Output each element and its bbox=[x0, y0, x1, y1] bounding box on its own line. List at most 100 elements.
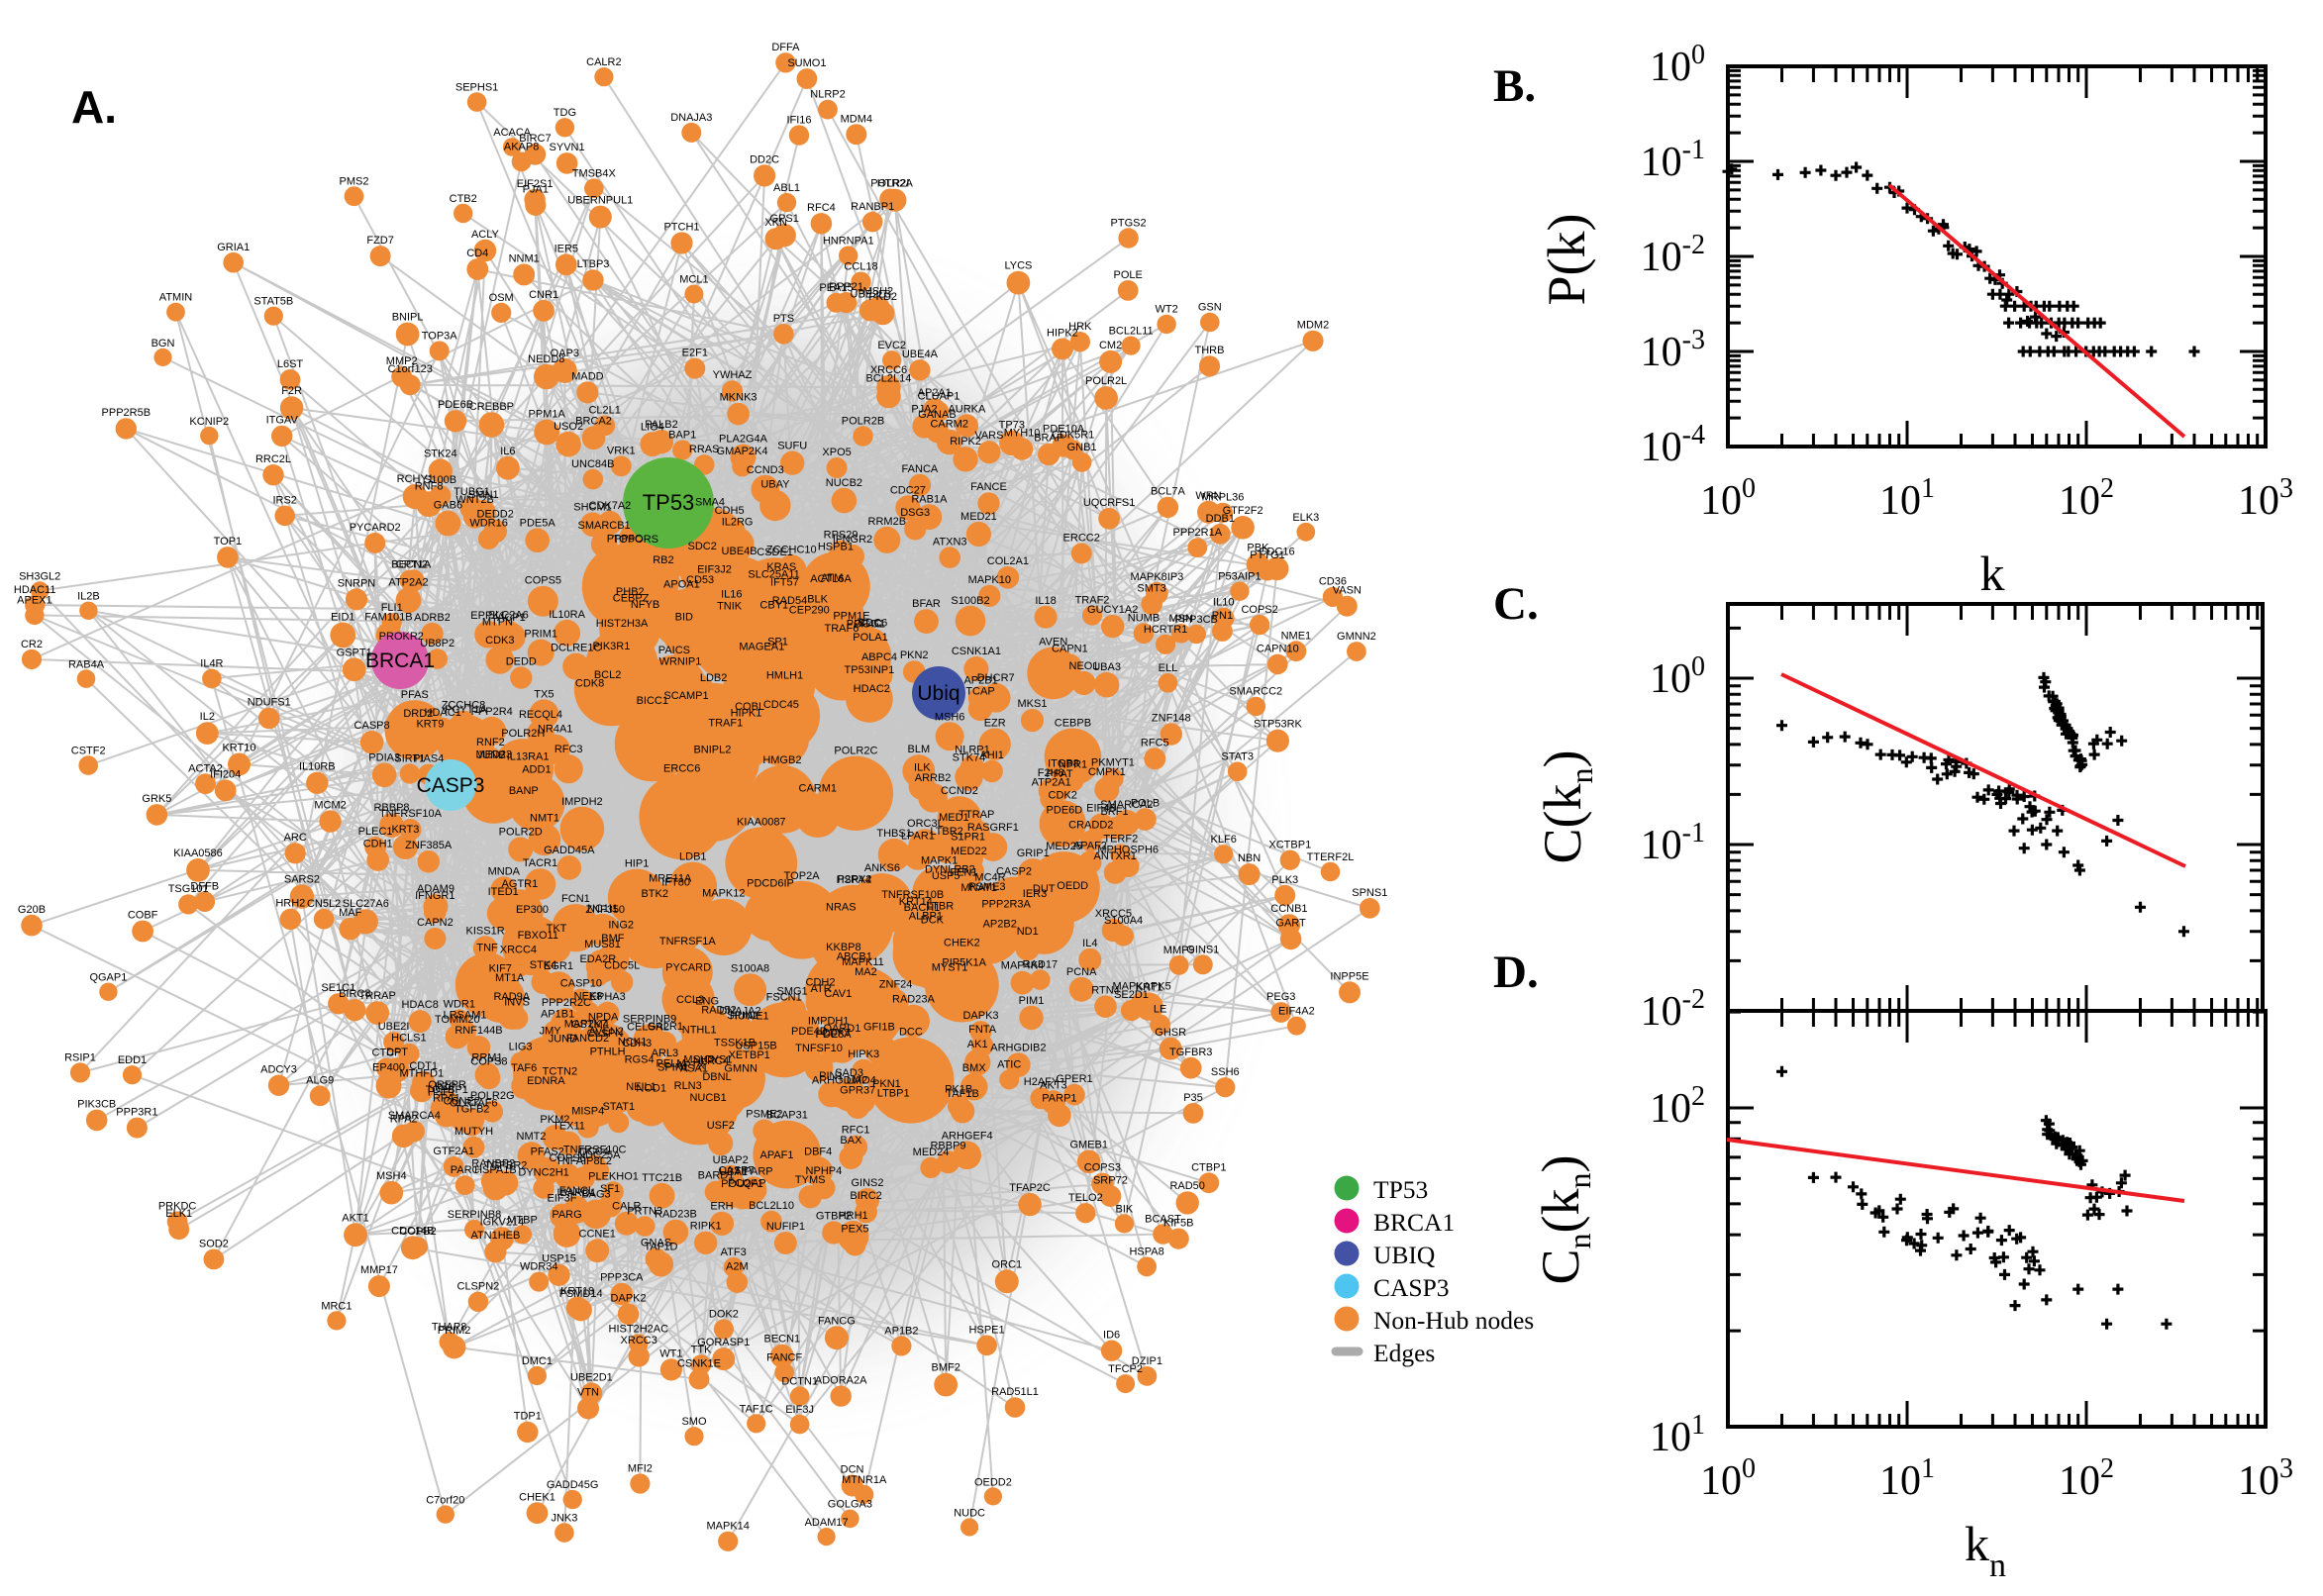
svg-text:ABL1: ABL1 bbox=[773, 182, 800, 194]
svg-text:TNFRSF10B: TNFRSF10B bbox=[881, 889, 944, 901]
svg-text:NFYB: NFYB bbox=[631, 599, 659, 611]
svg-text:IFNGR2: IFNGR2 bbox=[833, 534, 872, 546]
svg-text:APEX1: APEX1 bbox=[17, 595, 51, 607]
svg-text:NLRC4: NLRC4 bbox=[693, 1055, 729, 1067]
svg-text:POLB: POLB bbox=[1131, 797, 1160, 809]
svg-text:RAD52: RAD52 bbox=[701, 1004, 736, 1016]
svg-text:ZNF385A: ZNF385A bbox=[405, 840, 453, 851]
svg-text:SE2D1: SE2D1 bbox=[1114, 989, 1149, 1001]
svg-text:CEP290: CEP290 bbox=[789, 605, 830, 617]
svg-text:TRAF2: TRAF2 bbox=[1075, 595, 1110, 607]
svg-text:PIK3R1: PIK3R1 bbox=[592, 641, 630, 652]
svg-text:RPA2: RPA2 bbox=[390, 1114, 418, 1126]
svg-text:CALR2: CALR2 bbox=[586, 56, 621, 68]
svg-text:KRT3: KRT3 bbox=[391, 824, 419, 836]
svg-text:PPP3CB: PPP3CB bbox=[1174, 614, 1217, 626]
svg-text:CASP10: CASP10 bbox=[560, 978, 602, 990]
svg-text:GUCY1A2: GUCY1A2 bbox=[1087, 604, 1138, 616]
svg-text:IFNGR1: IFNGR1 bbox=[415, 890, 454, 902]
svg-text:FSCN1: FSCN1 bbox=[766, 991, 802, 1003]
svg-text:MADD: MADD bbox=[571, 370, 603, 382]
svg-text:FBXO11: FBXO11 bbox=[518, 930, 558, 942]
svg-text:JMY: JMY bbox=[540, 1025, 562, 1037]
svg-text:IL18: IL18 bbox=[1035, 595, 1056, 607]
svg-text:PYCARD: PYCARD bbox=[665, 962, 711, 974]
svg-text:MAF: MAF bbox=[339, 907, 362, 919]
svg-text:TNFRSF1A: TNFRSF1A bbox=[659, 936, 717, 948]
svg-text:TCAP: TCAP bbox=[965, 686, 994, 698]
svg-text:IL6: IL6 bbox=[500, 446, 515, 457]
svg-text:TP53: TP53 bbox=[643, 490, 695, 515]
svg-text:MAP4K4: MAP4K4 bbox=[1001, 960, 1044, 972]
svg-text:TEX11: TEX11 bbox=[553, 1121, 585, 1133]
svg-text:PROKR2: PROKR2 bbox=[379, 631, 424, 643]
svg-text:SPIN1: SPIN1 bbox=[657, 1062, 689, 1074]
svg-text:IER5: IER5 bbox=[555, 243, 578, 254]
svg-text:IL13RA1: IL13RA1 bbox=[507, 751, 550, 763]
svg-text:ENG: ENG bbox=[695, 996, 719, 1008]
svg-text:ELK1: ELK1 bbox=[165, 1208, 192, 1220]
svg-text:MISP4: MISP4 bbox=[571, 1105, 604, 1117]
svg-text:DSG3: DSG3 bbox=[900, 507, 930, 519]
svg-text:MED1: MED1 bbox=[939, 812, 969, 824]
svg-text:RAB1A: RAB1A bbox=[911, 493, 948, 505]
svg-text:COBL: COBL bbox=[735, 701, 764, 713]
svg-text:NMT2: NMT2 bbox=[517, 1131, 547, 1143]
svg-text:PYCARD2: PYCARD2 bbox=[350, 522, 401, 534]
svg-text:CDH5: CDH5 bbox=[715, 505, 745, 517]
svg-text:PLA2G4A: PLA2G4A bbox=[719, 434, 768, 446]
svg-text:POLE: POLE bbox=[1114, 269, 1143, 281]
svg-text:PDE6D: PDE6D bbox=[1047, 805, 1083, 817]
svg-text:PIM1: PIM1 bbox=[1019, 995, 1045, 1007]
svg-text:TSG101: TSG101 bbox=[168, 883, 209, 895]
svg-text:GNB1: GNB1 bbox=[1067, 442, 1097, 453]
svg-text:ACACA: ACACA bbox=[493, 127, 532, 139]
svg-text:BLK: BLK bbox=[807, 594, 828, 606]
svg-text:ADAM17: ADAM17 bbox=[805, 1517, 849, 1529]
svg-text:SUFU: SUFU bbox=[777, 440, 807, 451]
svg-text:NPDA: NPDA bbox=[588, 1012, 619, 1024]
svg-text:SEPHS1: SEPHS1 bbox=[455, 81, 498, 93]
svg-text:AP2B2: AP2B2 bbox=[983, 919, 1017, 931]
svg-text:ABCB1: ABCB1 bbox=[837, 950, 872, 962]
svg-text:OEDD2: OEDD2 bbox=[974, 1476, 1012, 1488]
svg-text:FAM101B: FAM101B bbox=[364, 612, 412, 624]
svg-text:QRFPR: QRFPR bbox=[428, 1079, 466, 1091]
svg-text:AP1B1: AP1B1 bbox=[541, 1009, 574, 1021]
svg-text:IMPDH1: IMPDH1 bbox=[808, 1015, 850, 1027]
svg-text:WT2: WT2 bbox=[1155, 304, 1177, 316]
svg-text:MRC1: MRC1 bbox=[321, 1300, 352, 1312]
svg-text:DCLRE1C: DCLRE1C bbox=[551, 643, 601, 654]
svg-text:RNF144B: RNF144B bbox=[454, 1025, 502, 1037]
svg-text:CDC16: CDC16 bbox=[1260, 547, 1295, 558]
svg-text:RPS29: RPS29 bbox=[824, 530, 858, 542]
svg-text:KIAA0087: KIAA0087 bbox=[737, 816, 786, 828]
svg-text:SP1: SP1 bbox=[767, 637, 788, 648]
svg-text:RCHY1: RCHY1 bbox=[397, 473, 434, 485]
svg-text:CEBPB: CEBPB bbox=[1055, 718, 1091, 730]
svg-text:RPA1: RPA1 bbox=[433, 1093, 460, 1105]
svg-text:ID6: ID6 bbox=[1103, 1329, 1120, 1341]
svg-text:HIST2H2AC: HIST2H2AC bbox=[609, 1323, 669, 1335]
svg-text:LIG3: LIG3 bbox=[509, 1042, 533, 1053]
svg-text:EPHA3: EPHA3 bbox=[590, 991, 626, 1003]
svg-text:HDAC11: HDAC11 bbox=[14, 584, 56, 596]
svg-text:TERF2: TERF2 bbox=[1103, 833, 1138, 845]
svg-text:CDC14B: CDC14B bbox=[391, 1225, 434, 1237]
svg-text:ATXN3: ATXN3 bbox=[933, 536, 967, 548]
svg-text:ANTXR1: ANTXR1 bbox=[1093, 850, 1136, 862]
svg-text:TGFBR2: TGFBR2 bbox=[484, 1159, 527, 1171]
svg-text:TFCP2: TFCP2 bbox=[1108, 1363, 1143, 1375]
svg-text:GHSR: GHSR bbox=[1155, 1027, 1186, 1039]
svg-text:GADD45A: GADD45A bbox=[544, 845, 595, 856]
svg-text:CEBPZ: CEBPZ bbox=[613, 592, 650, 604]
svg-text:QGAP1: QGAP1 bbox=[89, 972, 127, 984]
svg-text:HRH1: HRH1 bbox=[839, 1210, 868, 1222]
svg-text:KLF6: KLF6 bbox=[1211, 834, 1237, 846]
svg-text:BARD1: BARD1 bbox=[698, 1170, 735, 1182]
svg-text:BACH1: BACH1 bbox=[904, 902, 941, 914]
svg-text:DNAJA2: DNAJA2 bbox=[719, 1005, 760, 1017]
svg-text:HIST2H3A: HIST2H3A bbox=[596, 618, 649, 630]
svg-text:MAGEA1: MAGEA1 bbox=[739, 642, 784, 653]
svg-text:ACP1: ACP1 bbox=[497, 612, 526, 624]
